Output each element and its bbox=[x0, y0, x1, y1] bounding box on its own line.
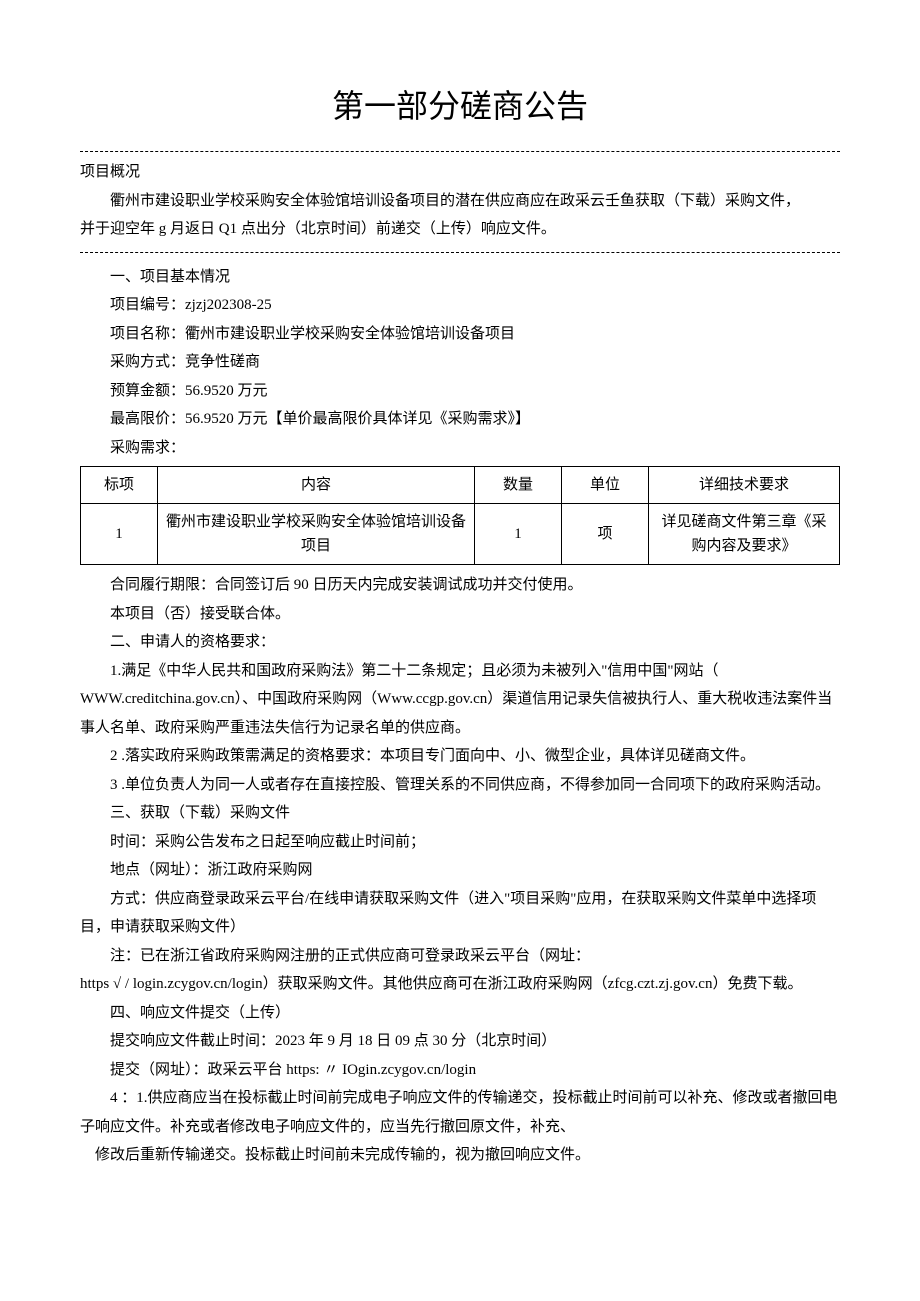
page-title: 第一部分磋商公告 bbox=[80, 81, 840, 127]
section1-heading: 一、项目基本情况 bbox=[80, 263, 840, 292]
overview-line2: 并于迎空年 g 月返日 Q1 点出分（北京时间）前递交（上传）响应文件。 bbox=[80, 215, 840, 244]
section3-heading: 三、获取（下载）采购文件 bbox=[80, 799, 840, 828]
s3-place: 地点（网址）：浙江政府采购网 bbox=[80, 856, 840, 885]
s2-p2: 2 .落实政府采购政策需满足的资格要求：本项目专门面向中、小、微型企业，具体详见… bbox=[80, 742, 840, 771]
th-sl: 数量 bbox=[475, 467, 562, 504]
td-bx: 1 bbox=[81, 504, 158, 565]
requirements-label: 采购需求： bbox=[80, 434, 840, 463]
th-dw: 单位 bbox=[562, 467, 649, 504]
th-xq: 详细技术要求 bbox=[649, 467, 840, 504]
overview-heading: 项目概况 bbox=[80, 158, 840, 187]
table-row: 1 衢州市建设职业学校采购安全体验馆培训设备项目 1 项 详见磋商文件第三章《采… bbox=[81, 504, 840, 565]
requirements-table: 标项 内容 数量 单位 详细技术要求 1 衢州市建设职业学校采购安全体验馆培训设… bbox=[80, 466, 840, 565]
table-header-row: 标项 内容 数量 单位 详细技术要求 bbox=[81, 467, 840, 504]
section2-heading: 二、申请人的资格要求： bbox=[80, 628, 840, 657]
th-bx: 标项 bbox=[81, 467, 158, 504]
td-xq: 详见磋商文件第三章《采购内容及要求》 bbox=[649, 504, 840, 565]
th-nr: 内容 bbox=[158, 467, 475, 504]
s4-p4: 4 ：1.供应商应当在投标截止时间前完成电子响应文件的传输递交，投标截止时间前可… bbox=[80, 1084, 840, 1141]
project-number: 项目编号：zjzj202308-25 bbox=[80, 291, 840, 320]
s4-p4b: 修改后重新传输递交。投标截止时间前未完成传输的，视为撤回响应文件。 bbox=[80, 1141, 840, 1170]
s4-submit-url: 提交（网址）：政采云平台 https: 〃 IOgin.zcygov.cn/lo… bbox=[80, 1056, 840, 1085]
project-name: 项目名称：衢州市建设职业学校采购安全体验馆培训设备项目 bbox=[80, 320, 840, 349]
s4-deadline: 提交响应文件截止时间：2023 年 9 月 18 日 09 点 30 分（北京时… bbox=[80, 1027, 840, 1056]
s2-p3: 3 .单位负责人为同一人或者存在直接控股、管理关系的不同供应商，不得参加同一合同… bbox=[80, 771, 840, 800]
overview-line1: 衢州市建设职业学校采购安全体验馆培训设备项目的潜在供应商应在政采云壬鱼获取（下载… bbox=[80, 187, 840, 216]
td-sl: 1 bbox=[475, 504, 562, 565]
overview-box: 项目概况 衢州市建设职业学校采购安全体验馆培训设备项目的潜在供应商应在政采云壬鱼… bbox=[80, 151, 840, 253]
s3-method: 方式：供应商登录政采云平台/在线申请获取采购文件（进入"项目采购"应用，在获取采… bbox=[80, 885, 840, 942]
s2-p1a: 1.满足《中华人民共和国政府采购法》第二十二条规定；且必须为未被列入"信用中国"… bbox=[80, 657, 840, 686]
td-dw: 项 bbox=[562, 504, 649, 565]
s3-time: 时间：采购公告发布之日起至响应截止时间前； bbox=[80, 828, 840, 857]
td-nr: 衢州市建设职业学校采购安全体验馆培训设备项目 bbox=[158, 504, 475, 565]
consortium: 本项目（否）接受联合体。 bbox=[80, 600, 840, 629]
procurement-method: 采购方式：竞争性磋商 bbox=[80, 348, 840, 377]
budget-amount: 预算金额：56.9520 万元 bbox=[80, 377, 840, 406]
section4-heading: 四、响应文件提交（上传） bbox=[80, 999, 840, 1028]
s3-note-a: 注：已在浙江省政府采购网注册的正式供应商可登录政采云平台（网址： bbox=[80, 942, 840, 971]
ceiling-price: 最高限价：56.9520 万元【单价最高限价具体详见《采购需求》】 bbox=[80, 405, 840, 434]
contract-term: 合同履行期限：合同签订后 90 日历天内完成安装调试成功并交付使用。 bbox=[80, 571, 840, 600]
s3-note-b: https √ / login.zcygov.cn/login）获取采购文件。其… bbox=[80, 970, 840, 999]
s2-p1b: WWW.creditchina.gov.cn）、中国政府采购网（Www.ccgp… bbox=[80, 685, 840, 742]
